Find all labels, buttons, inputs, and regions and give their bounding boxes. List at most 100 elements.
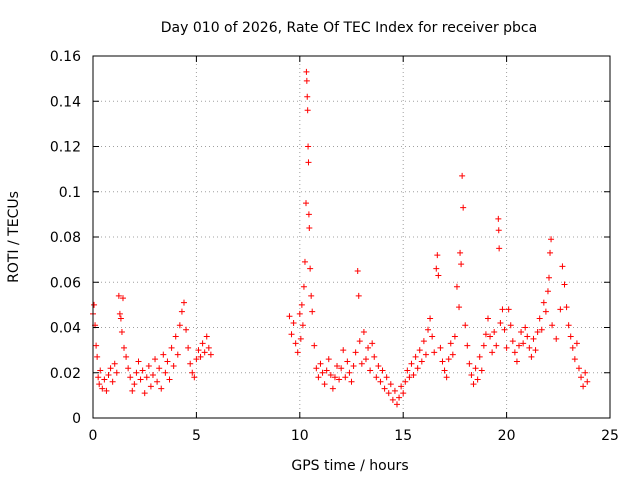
- data-point: [355, 292, 362, 299]
- data-point: [367, 367, 374, 374]
- data-point: [383, 374, 390, 381]
- data-point: [135, 358, 142, 365]
- y-tick-label: 0.06: [50, 275, 81, 291]
- data-point: [495, 215, 502, 222]
- data-point: [125, 365, 132, 372]
- data-point: [139, 367, 146, 374]
- data-point: [453, 283, 460, 290]
- data-point: [296, 310, 303, 317]
- data-point: [466, 360, 473, 367]
- data-point: [547, 249, 554, 256]
- data-point: [294, 349, 301, 356]
- data-point: [553, 335, 560, 342]
- data-point: [501, 326, 508, 333]
- data-point: [118, 329, 125, 336]
- data-point: [97, 367, 104, 374]
- data-point: [565, 322, 572, 329]
- data-point: [538, 326, 545, 333]
- data-point: [582, 369, 589, 376]
- data-point: [290, 319, 297, 326]
- data-point: [145, 362, 152, 369]
- data-point: [503, 344, 510, 351]
- data-point: [156, 365, 163, 372]
- data-point: [400, 390, 407, 397]
- data-point: [197, 353, 204, 360]
- data-point: [180, 299, 187, 306]
- data-point: [327, 372, 334, 379]
- data-point: [193, 356, 200, 363]
- data-point: [532, 347, 539, 354]
- data-point: [360, 329, 367, 336]
- data-point: [387, 381, 394, 388]
- data-point: [143, 374, 150, 381]
- data-point: [109, 378, 116, 385]
- data-point: [306, 224, 313, 231]
- data-point: [549, 322, 556, 329]
- data-point: [105, 372, 112, 379]
- data-point: [379, 367, 386, 374]
- data-point: [111, 360, 118, 367]
- data-point: [468, 372, 475, 379]
- data-point: [170, 362, 177, 369]
- data-point: [176, 322, 183, 329]
- data-point: [561, 281, 568, 288]
- data-point: [571, 356, 578, 363]
- data-point: [340, 347, 347, 354]
- data-point: [298, 301, 305, 308]
- data-point: [123, 353, 130, 360]
- data-point: [207, 351, 214, 358]
- data-point: [352, 349, 359, 356]
- data-point: [435, 272, 442, 279]
- data-point: [431, 349, 438, 356]
- data-point: [331, 374, 338, 381]
- data-point: [414, 365, 421, 372]
- data-point: [505, 306, 512, 313]
- data-point: [511, 349, 518, 356]
- data-point: [154, 378, 161, 385]
- data-points: [90, 68, 591, 408]
- data-point: [185, 344, 192, 351]
- data-point: [416, 347, 423, 354]
- data-point: [518, 329, 525, 336]
- data-point: [408, 360, 415, 367]
- data-point: [286, 313, 293, 320]
- data-point: [548, 236, 555, 243]
- data-point: [425, 326, 432, 333]
- data-point: [381, 385, 388, 392]
- data-point: [297, 335, 304, 342]
- data-point: [129, 387, 136, 394]
- data-point: [434, 252, 441, 259]
- data-point: [315, 374, 322, 381]
- data-point: [99, 385, 106, 392]
- data-point: [101, 376, 108, 383]
- data-point: [536, 315, 543, 322]
- data-point: [418, 358, 425, 365]
- data-point: [429, 333, 436, 340]
- data-point: [389, 396, 396, 403]
- data-point: [567, 333, 574, 340]
- data-point: [305, 211, 312, 218]
- y-tick-label: 0.14: [50, 94, 81, 110]
- y-tick-label: 0.1: [59, 185, 81, 201]
- data-point: [402, 378, 409, 385]
- data-point: [299, 322, 306, 329]
- data-point: [116, 310, 123, 317]
- y-tick-label: 0.12: [50, 140, 81, 156]
- data-point: [377, 378, 384, 385]
- plot-frame: [92, 55, 611, 419]
- data-point: [201, 349, 208, 356]
- data-point: [107, 365, 114, 372]
- data-point: [307, 265, 314, 272]
- data-point: [95, 374, 102, 381]
- y-tick-label: 0.16: [50, 49, 81, 65]
- data-point: [493, 342, 500, 349]
- data-point: [356, 338, 363, 345]
- data-point: [457, 249, 464, 256]
- data-point: [178, 308, 185, 315]
- data-point: [303, 77, 310, 84]
- data-point: [338, 365, 345, 372]
- data-point: [530, 335, 537, 342]
- data-point: [447, 340, 454, 347]
- data-point: [305, 159, 312, 166]
- data-point: [301, 258, 308, 265]
